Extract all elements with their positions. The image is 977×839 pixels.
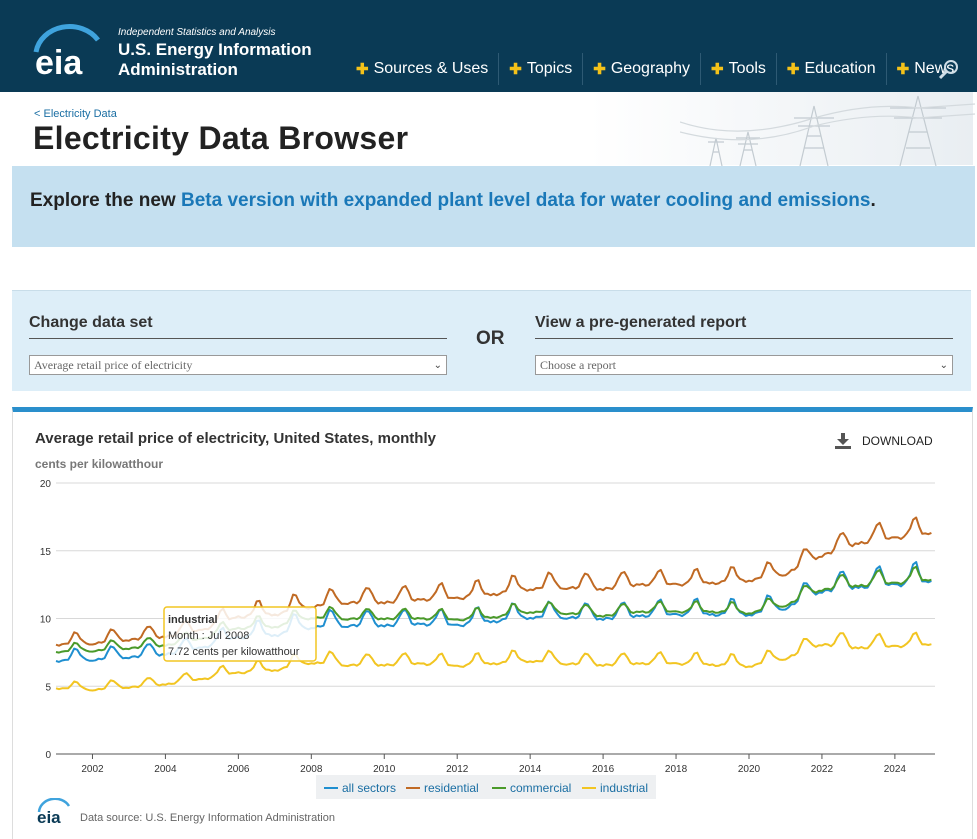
dataset-select[interactable]: Average retail price of electricity ⌄ [29,355,447,375]
logo-text: eia [35,44,83,78]
tooltip-box [163,606,317,662]
report-label: View a pre-generated report [535,314,747,331]
nav-label: Education [804,60,876,77]
source-logo-text: eia [37,808,61,826]
download-button[interactable]: DOWNLOAD [834,433,933,449]
divider [535,338,953,339]
chart-title: Average retail price of electricity, Uni… [35,430,436,447]
tagline: Independent Statistics and Analysis [118,27,276,38]
nav-sources-uses[interactable]: ✚ Sources & Uses [346,53,500,85]
plus-icon: ✚ [786,61,800,78]
y-tick-label: 15 [40,547,52,558]
plus-icon: ✚ [710,61,724,78]
plus-icon: ✚ [509,61,522,78]
beta-banner-text: Explore the new Beta version with expand… [30,190,876,212]
y-tick-label: 10 [40,615,52,626]
nav-label: Tools [728,60,766,77]
main-nav: ✚ Sources & Uses ✚ Topics ✚ Geography ✚ Tool… [346,52,964,86]
x-tick-label: 2004 [154,764,177,775]
data-source-note: Data source: U.S. Energy Information Adm… [80,812,335,824]
power-towers-image [680,95,975,166]
y-tick-label: 5 [45,682,51,693]
agency-name-line2: Administration [118,60,238,79]
x-tick-label: 2010 [373,764,396,775]
search-icon[interactable] [938,58,960,85]
top-navigation-bar [0,0,977,92]
legend-box [316,775,656,799]
nav-education[interactable]: ✚ Education [777,53,887,85]
tooltip-value: 7.72 cents per kilowatthour [168,646,300,658]
breadcrumb-electricity-data[interactable]: < Electricity Data [34,108,117,120]
dataset-select-value: Average retail price of electricity [34,357,193,372]
agency-name-line1: U.S. Energy Information [118,40,312,59]
banner-suffix: . [870,190,876,211]
nav-tools[interactable]: ✚ Tools [701,53,777,85]
eia-logo[interactable]: eia [30,22,106,83]
x-tick-label: 2024 [884,764,907,775]
x-tick-label: 2008 [300,764,323,775]
change-dataset-label: Change data set [29,314,153,331]
plus-icon: ✚ [593,61,606,78]
report-select-value: Choose a report [540,357,616,372]
nav-label: Sources & Uses [373,60,489,77]
plus-icon: ✚ [896,61,910,78]
legend-item-commercial: commercial [510,781,571,795]
page-title: Electricity Data Browser [33,120,409,156]
x-tick-label: 2012 [446,764,469,775]
series-line-industrial [55,631,932,692]
or-separator: OR [476,328,505,349]
nav-label: Topics [526,60,573,77]
chart-units-label: cents per kilowatthour [35,457,164,471]
nav-geography[interactable]: ✚ Geography [583,53,701,85]
title-area [12,92,973,165]
legend-item-industrial: industrial [600,781,648,795]
agency-name: U.S. Energy Information Administration [118,40,312,80]
report-select[interactable]: Choose a report ⌄ [535,355,953,375]
x-tick-label: 2016 [592,764,615,775]
plus-icon: ✚ [356,61,369,78]
banner-prefix: Explore the new [30,190,181,211]
x-tick-label: 2006 [227,764,250,775]
nav-topics[interactable]: ✚ Topics [499,53,584,85]
legend-item-residential: residential [424,781,479,795]
beta-version-link[interactable]: Beta version with expanded plant level d… [180,190,871,211]
tooltip-series: industrial [168,614,218,626]
chevron-down-icon: ⌄ [939,359,948,371]
beta-banner [12,166,975,247]
y-tick-label: 0 [45,750,51,761]
x-tick-label: 2020 [738,764,761,775]
x-tick-label: 2018 [665,764,688,775]
chevron-down-icon: ⌄ [433,359,442,371]
download-icon [835,433,851,449]
eia-source-logo: eia [36,797,72,831]
nav-label: Geography [610,60,690,77]
tooltip-month: Month : Jul 2008 [168,630,249,642]
legend-item-all-sectors: all sectors [342,781,396,795]
divider [29,338,447,339]
x-tick-label: 2014 [519,764,542,775]
x-tick-label: 2002 [81,764,104,775]
y-tick-label: 20 [40,479,52,490]
x-tick-label: 2022 [811,764,834,775]
download-label: DOWNLOAD [862,434,933,448]
